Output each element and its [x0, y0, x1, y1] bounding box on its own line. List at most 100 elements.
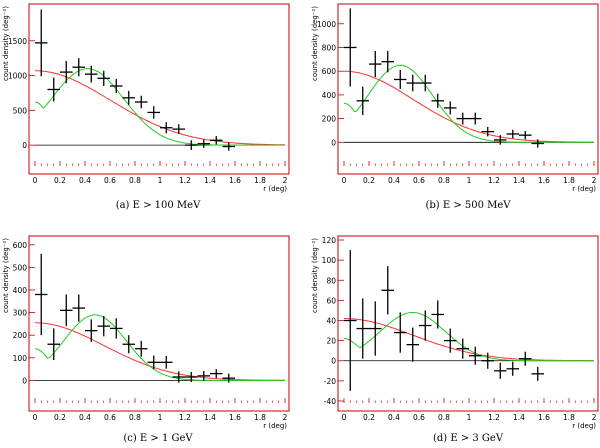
y-axis-label: count density (deg⁻²) [2, 6, 10, 81]
x-tick-label: 1.6 [538, 413, 550, 422]
data-point [481, 126, 494, 137]
data-point [444, 101, 457, 115]
data-point [35, 9, 48, 77]
x-tick-label: 0.6 [413, 176, 425, 185]
y-axis-label: count density (deg⁻²) [2, 238, 10, 313]
y-tick-label: 80 [326, 276, 336, 285]
data-point [494, 362, 507, 379]
y-tick-label: 600 [322, 67, 337, 76]
data-point [85, 319, 98, 342]
model-curve-green [34, 314, 285, 381]
panel-caption: (c) E > 1 GeV [123, 433, 193, 444]
x-tick-label: 2 [592, 176, 597, 185]
data-point [419, 74, 432, 92]
y-axis-label: count density (deg⁻²) [311, 6, 319, 81]
data-point [35, 253, 48, 336]
y-tick-label: 1000 [8, 72, 27, 81]
data-point [431, 300, 444, 329]
x-tick-label: 0.6 [413, 413, 425, 422]
y-tick-label: 300 [13, 309, 28, 318]
y-tick-label: 200 [322, 115, 337, 124]
data-point [369, 51, 382, 78]
x-tick-label: 0.2 [54, 176, 66, 185]
x-tick-label: 0.2 [363, 176, 375, 185]
y-tick-label: 1000 [317, 20, 336, 29]
x-tick-label: 2 [592, 413, 597, 422]
data-point [481, 352, 494, 369]
x-tick-label: 1.6 [229, 176, 241, 185]
x-tick-label: 0.6 [104, 176, 116, 185]
y-tick-label: 600 [13, 241, 28, 250]
x-tick-label: 0.4 [388, 176, 400, 185]
plot-frame [28, 3, 290, 175]
plot-frame [28, 235, 290, 412]
x-tick-label: 1.6 [538, 176, 550, 185]
x-tick-label: 1 [467, 176, 472, 185]
x-tick-label: 1.2 [488, 413, 500, 422]
y-tick-label: 0 [22, 376, 27, 385]
data-point [506, 129, 519, 139]
x-tick-label: 1.2 [179, 176, 191, 185]
x-tick-label: 0.8 [438, 176, 450, 185]
y-tick-label: 20 [326, 337, 336, 346]
y-tick-label: 100 [322, 256, 337, 265]
data-point [519, 351, 532, 366]
data-point [97, 70, 110, 86]
model-curve-green [343, 311, 594, 362]
model-curve-green [34, 68, 285, 146]
x-tick-label: 0 [342, 176, 347, 185]
data-point [506, 361, 519, 376]
x-tick-label: 0.4 [388, 413, 400, 422]
data-point [85, 65, 98, 83]
y-tick-label: 200 [13, 331, 28, 340]
x-tick-label: 1.8 [254, 176, 266, 185]
data-point [47, 77, 60, 102]
y-axis-label: count density (deg⁻²) [311, 238, 319, 313]
data-point [172, 371, 185, 383]
x-tick-label: 1.4 [513, 176, 525, 185]
x-tick-label: 0.4 [79, 176, 91, 185]
data-point [197, 370, 210, 381]
data-point [419, 310, 432, 341]
data-point [494, 135, 507, 145]
data-point [456, 112, 469, 125]
model-curve-green [343, 64, 594, 143]
data-point [72, 294, 85, 322]
data-point [172, 124, 185, 134]
x-tick-label: 0.6 [104, 413, 116, 422]
data-point [147, 106, 160, 119]
data-point [210, 369, 223, 379]
x-tick-label: 2 [283, 176, 288, 185]
x-tick-label: 1.4 [204, 413, 216, 422]
data-point [122, 90, 135, 105]
x-tick-label: 1.4 [204, 176, 216, 185]
data-point [222, 373, 235, 383]
model-curve-red [344, 318, 594, 362]
x-tick-label: 1 [467, 413, 472, 422]
x-tick-label: 0.2 [54, 413, 66, 422]
data-point [344, 250, 357, 391]
y-tick-label: -20 [324, 377, 336, 386]
y-tick-label: -40 [324, 397, 336, 406]
data-point [185, 140, 198, 150]
y-tick-label: 400 [13, 286, 28, 295]
y-tick-label: 500 [13, 263, 28, 272]
x-tick-label: 1 [158, 413, 163, 422]
data-point [394, 312, 407, 353]
data-point [97, 315, 110, 337]
data-point [356, 86, 369, 116]
data-point [122, 335, 135, 354]
x-tick-label: 0.8 [438, 413, 450, 422]
model-curve-red [35, 322, 285, 381]
x-tick-label: 0 [33, 176, 38, 185]
x-tick-label: 1.2 [179, 413, 191, 422]
data-point [431, 93, 444, 108]
x-axis-label: r (deg) [263, 185, 287, 193]
data-point [381, 51, 394, 73]
x-tick-label: 1.2 [488, 176, 500, 185]
data-point [531, 139, 544, 148]
x-tick-label: 1.8 [563, 176, 575, 185]
data-point [456, 338, 469, 359]
y-tick-label: 0 [331, 357, 336, 366]
